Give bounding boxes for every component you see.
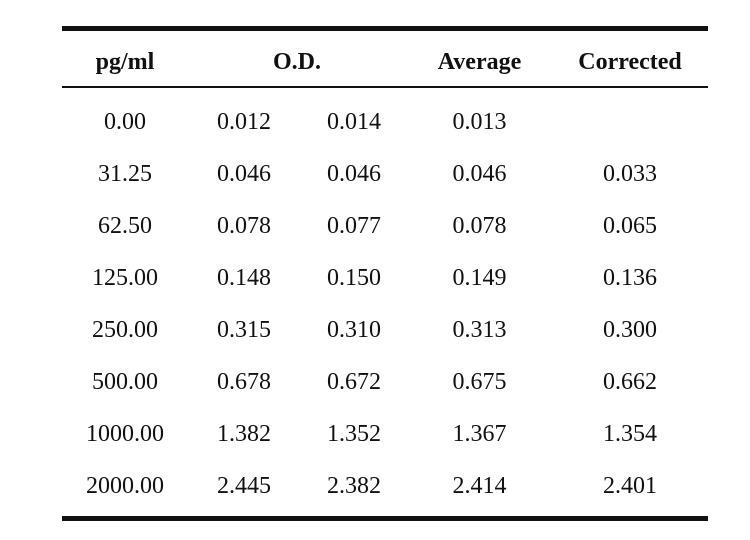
cell-average: 0.675 [452, 368, 507, 395]
cell-concentration: 0.00 [104, 108, 146, 135]
table-bottom-rule [62, 516, 708, 521]
table-row: 62.50 0.078 0.077 0.078 0.065 [62, 200, 708, 252]
cell-average: 1.367 [452, 420, 507, 447]
cell-average: 0.078 [452, 212, 507, 239]
cell-od-2: 0.310 [327, 316, 381, 343]
cell-od-2: 0.046 [327, 160, 381, 187]
cell-od-2: 0.672 [327, 368, 381, 395]
cell-concentration: 250.00 [92, 316, 158, 343]
cell-od-1: 0.148 [217, 264, 271, 291]
table-top-rule [62, 26, 708, 31]
header-average: Average [437, 49, 522, 75]
table-header-row: pg/ml O.D. Average Corrected [62, 31, 708, 86]
cell-concentration: 125.00 [92, 264, 158, 291]
cell-corrected: 0.136 [603, 264, 657, 291]
table-row: 0.00 0.012 0.014 0.013 [62, 96, 708, 148]
cell-average: 2.414 [452, 472, 507, 499]
table-body: 0.00 0.012 0.014 0.013 31.25 0.046 0.046… [62, 88, 708, 516]
table-row: 500.00 0.678 0.672 0.675 0.662 [62, 356, 708, 408]
header-concentration: pg/ml [95, 49, 155, 75]
cell-concentration: 31.25 [98, 160, 152, 187]
cell-od-2: 0.014 [327, 108, 381, 135]
cell-average: 0.013 [452, 108, 507, 135]
cell-average: 0.046 [452, 160, 507, 187]
cell-concentration: 2000.00 [86, 472, 164, 499]
cell-od-2: 1.352 [327, 420, 381, 447]
cell-od-1: 0.012 [217, 108, 271, 135]
header-od: O.D. [273, 49, 321, 75]
cell-od-1: 0.315 [217, 316, 271, 343]
cell-average: 0.149 [452, 264, 507, 291]
table-row: 125.00 0.148 0.150 0.149 0.136 [62, 252, 708, 304]
cell-corrected: 0.662 [603, 368, 657, 395]
table-row: 31.25 0.046 0.046 0.046 0.033 [62, 148, 708, 200]
cell-corrected: 2.401 [603, 472, 657, 499]
cell-od-1: 1.382 [217, 420, 271, 447]
cell-concentration: 62.50 [98, 212, 152, 239]
cell-corrected: 0.300 [603, 316, 657, 343]
header-corrected: Corrected [578, 49, 682, 75]
table-row: 250.00 0.315 0.310 0.313 0.300 [62, 304, 708, 356]
table-header-rule [62, 86, 708, 88]
cell-od-1: 0.078 [217, 212, 271, 239]
cell-od-1: 2.445 [217, 472, 271, 499]
cell-concentration: 500.00 [92, 368, 158, 395]
cell-average: 0.313 [452, 316, 507, 343]
cell-corrected [560, 96, 700, 148]
cell-corrected: 0.033 [603, 160, 657, 187]
table-row: 2000.00 2.445 2.382 2.414 2.401 [62, 460, 708, 512]
cell-od-2: 0.077 [327, 212, 381, 239]
cell-od-2: 2.382 [327, 472, 381, 499]
cell-od-2: 0.150 [327, 264, 381, 291]
cell-od-1: 0.046 [217, 160, 271, 187]
cell-corrected: 0.065 [603, 212, 657, 239]
cell-od-1: 0.678 [217, 368, 271, 395]
cell-corrected: 1.354 [603, 420, 657, 447]
cell-concentration: 1000.00 [86, 420, 164, 447]
standard-curve-table: pg/ml O.D. Average Corrected 0.00 0.012 … [62, 26, 708, 521]
table-row: 1000.00 1.382 1.352 1.367 1.354 [62, 408, 708, 460]
